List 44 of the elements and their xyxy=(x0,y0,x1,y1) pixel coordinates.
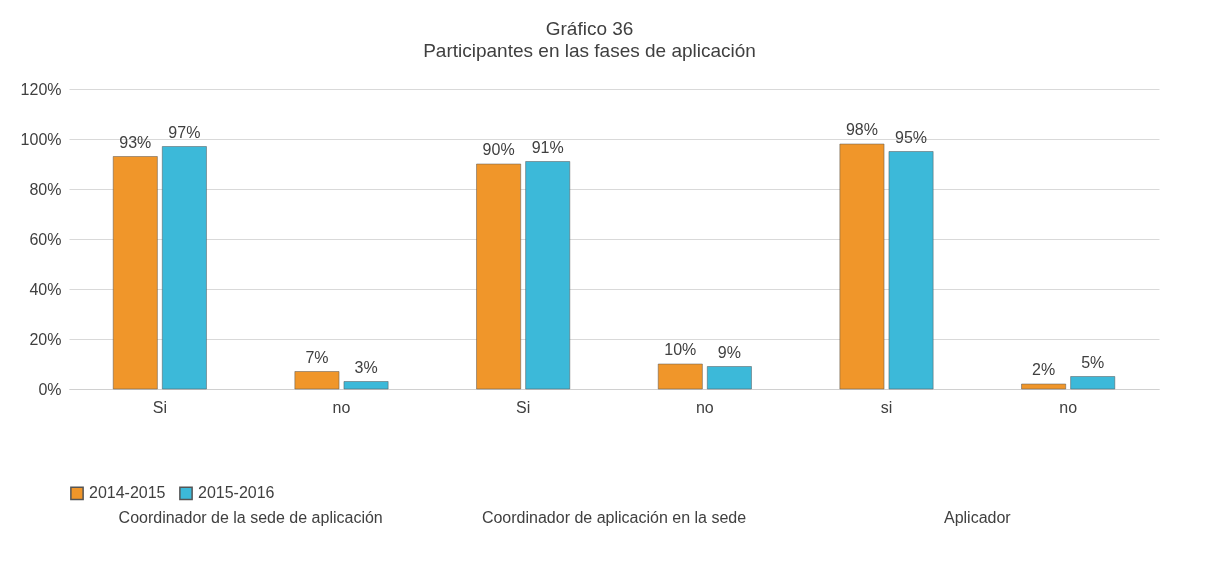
text: Aplicador xyxy=(943,509,1012,526)
bar xyxy=(294,371,340,390)
data-label: 10% xyxy=(664,341,697,358)
bar xyxy=(476,163,521,390)
bar xyxy=(1021,383,1066,390)
data-label: 91% xyxy=(531,138,564,156)
legend-label: 2015-2016 xyxy=(198,484,275,502)
x-tick-label: Si xyxy=(152,398,167,416)
text: Coordinador de aplicación en la sede xyxy=(481,509,747,526)
y-tick-label: 20% xyxy=(29,330,62,348)
bar xyxy=(343,381,389,390)
bar xyxy=(657,363,703,390)
y-tick-label: 120% xyxy=(20,80,62,98)
x-tick-label: no xyxy=(332,398,351,416)
bar xyxy=(707,366,752,390)
bar xyxy=(162,146,207,390)
data-label: 98% xyxy=(845,121,878,138)
text: Coordinador de la sede de aplicación xyxy=(118,509,383,526)
data-label: 3% xyxy=(354,358,378,376)
y-tick-label: 40% xyxy=(29,280,62,298)
chart-subtitle: Participantes en las fases de aplicación xyxy=(423,40,756,61)
x-tick-label: Si xyxy=(516,398,531,416)
data-label: 90% xyxy=(482,141,515,158)
data-label: 5% xyxy=(1081,353,1105,371)
data-label: 2% xyxy=(1032,361,1056,378)
bar xyxy=(1070,376,1116,390)
y-tick-label: 100% xyxy=(20,130,62,148)
x-tick-label: no xyxy=(1059,398,1078,416)
data-label: 93% xyxy=(119,133,152,151)
bar xyxy=(112,156,158,390)
data-label: 95% xyxy=(895,128,928,146)
y-tick-label: 80% xyxy=(29,180,62,198)
x-tick-label: si xyxy=(880,398,893,416)
y-tick-label: 60% xyxy=(29,230,62,248)
bar xyxy=(888,151,934,390)
bar xyxy=(525,161,571,390)
data-label: 7% xyxy=(305,348,329,366)
legend-label: 2014-2015 xyxy=(89,484,166,502)
chart-title: Gráfico 36 xyxy=(545,18,634,39)
data-label: 9% xyxy=(717,343,741,361)
y-tick-label: 0% xyxy=(38,380,62,398)
x-tick-label: no xyxy=(695,398,714,416)
data-label: 97% xyxy=(168,123,201,141)
bar xyxy=(839,143,885,390)
